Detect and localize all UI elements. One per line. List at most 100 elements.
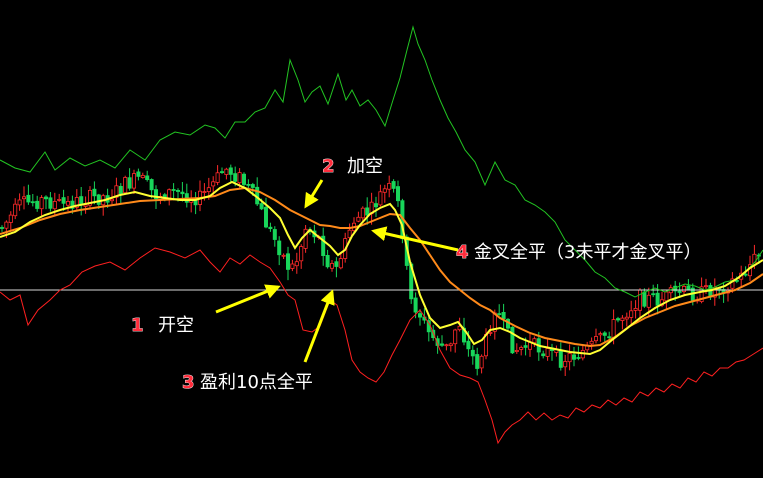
lower-band-line xyxy=(0,247,763,445)
candle-body xyxy=(215,172,220,183)
indicator-lines-layer xyxy=(0,25,763,445)
candle-body xyxy=(294,261,299,267)
candle-body xyxy=(594,336,599,342)
candle-body xyxy=(57,198,62,201)
candle-body xyxy=(497,313,502,316)
candle-body xyxy=(118,185,123,195)
candle-body xyxy=(52,200,57,210)
candle-body xyxy=(44,196,49,200)
candle-body xyxy=(66,200,71,206)
candle-body xyxy=(686,285,691,290)
candles-layer xyxy=(0,164,761,376)
candle-body xyxy=(277,240,282,256)
candle-body xyxy=(664,291,669,302)
candle-body xyxy=(206,187,211,192)
candle-body xyxy=(633,307,638,311)
candle-body xyxy=(532,338,537,344)
annotation-number-3: 3 xyxy=(182,372,195,393)
candle-body xyxy=(624,316,629,320)
annotation-number-2: 2 xyxy=(322,156,335,177)
candle-body xyxy=(576,357,581,359)
candle-body xyxy=(488,331,493,334)
candle-body xyxy=(519,347,524,350)
candle-body xyxy=(8,214,13,223)
candle-body xyxy=(35,200,40,209)
candle-body xyxy=(171,189,176,191)
candle-body xyxy=(334,261,339,267)
candle-body xyxy=(589,340,594,345)
candle-body xyxy=(211,181,216,187)
candle-body xyxy=(642,291,647,307)
candle-body xyxy=(616,318,621,321)
candle-body xyxy=(651,293,656,296)
candle-body xyxy=(30,201,35,204)
annotations-layer: 1 开空 2 加空 3 盈利10点全平 4 金叉全平（3未平才金叉平） xyxy=(131,156,702,394)
candle-body xyxy=(391,181,396,189)
candle-body xyxy=(48,197,53,209)
candle-body xyxy=(281,254,286,257)
candle-body xyxy=(13,203,18,217)
candle-body xyxy=(387,182,392,190)
candle-body xyxy=(620,317,625,322)
candle-body xyxy=(602,332,607,336)
annotation-label-1: 开空 xyxy=(158,315,194,336)
candle-body xyxy=(558,350,563,368)
candle-body xyxy=(510,326,515,354)
candle-body xyxy=(382,188,387,193)
candle-body xyxy=(246,183,251,186)
annotation-arrow-1 xyxy=(215,284,281,314)
candle-body xyxy=(233,173,238,182)
candle-body xyxy=(329,263,334,269)
fast-ma-line xyxy=(0,180,763,356)
candle-body xyxy=(114,185,119,198)
candle-body xyxy=(299,246,304,262)
candle-body xyxy=(325,254,330,268)
candle-body xyxy=(21,196,26,200)
annotation-label-3: 盈利10点全平 xyxy=(200,372,313,393)
candle-body xyxy=(466,340,471,350)
annotation-arrow-4 xyxy=(371,226,459,252)
candle-body xyxy=(638,289,643,311)
candle-body xyxy=(268,226,273,229)
candle-body xyxy=(572,354,577,360)
candle-body xyxy=(453,329,458,345)
candle-body xyxy=(435,338,440,346)
candle-body xyxy=(96,194,101,205)
candle-body xyxy=(39,197,44,210)
candle-body xyxy=(413,297,418,313)
candle-body xyxy=(259,203,264,210)
annotation-label-4: 金叉全平（3未平才金叉平） xyxy=(474,242,701,263)
candle-body xyxy=(237,172,242,184)
candle-body xyxy=(607,336,612,339)
candle-body xyxy=(417,313,422,318)
annotation-arrow-2 xyxy=(304,179,324,209)
candle-body xyxy=(145,175,150,180)
candle-body xyxy=(479,355,484,369)
candle-body xyxy=(202,191,207,194)
candle-body xyxy=(360,207,365,219)
candle-body xyxy=(219,171,224,174)
candle-body xyxy=(153,189,158,200)
annotation-arrow-3 xyxy=(303,289,335,363)
candle-body xyxy=(347,229,352,238)
candle-body xyxy=(26,194,31,203)
candle-body xyxy=(501,311,506,320)
candle-body xyxy=(655,292,660,306)
candle-body xyxy=(83,204,88,207)
candle-body xyxy=(439,343,444,346)
candle-body xyxy=(523,345,528,348)
candle-body xyxy=(228,167,233,175)
candle-body xyxy=(88,189,93,206)
candle-body xyxy=(250,184,255,188)
candle-body xyxy=(677,290,682,293)
candle-body xyxy=(272,229,277,240)
candle-body xyxy=(17,199,22,206)
candle-body xyxy=(356,216,361,222)
candle-body xyxy=(704,285,709,288)
candle-body xyxy=(395,186,400,202)
candle-body xyxy=(136,171,141,177)
candle-body xyxy=(444,344,449,347)
candle-body xyxy=(285,253,290,270)
annotation-number-1: 1 xyxy=(131,315,144,336)
